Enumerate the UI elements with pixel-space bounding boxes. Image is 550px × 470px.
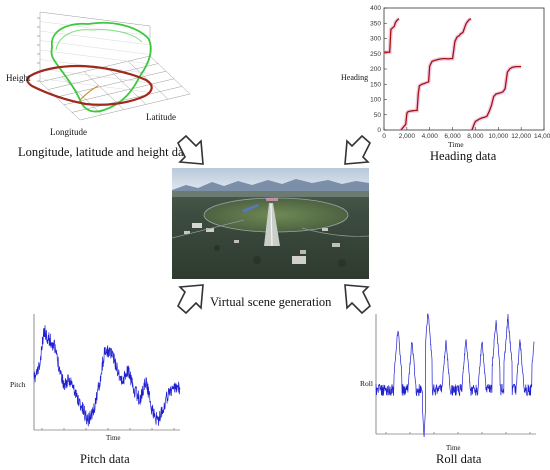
traj-box-edge [79, 93, 191, 121]
pitch-data-caption: Pitch data [80, 452, 130, 466]
roll-xlabel: Time [446, 444, 461, 452]
heading-band [399, 17, 472, 132]
trajectory-upper-loop-inner [55, 29, 143, 51]
heading-ylabel: Heading [341, 73, 369, 82]
heading-ytick-label: 400 [370, 5, 381, 12]
position-data-caption: Longitude, latitude and height data [18, 145, 193, 159]
pitch-series-line [33, 325, 181, 427]
pitch-chart-svg [33, 314, 181, 431]
roll-series-line [375, 313, 535, 438]
pitch-ylabel: Pitch [10, 380, 26, 389]
heading-ytick-label: 100 [370, 97, 381, 104]
traj-grid-line [55, 70, 167, 98]
traj-grid-line [61, 76, 103, 115]
traj-wall-grid [39, 21, 151, 36]
trajectory-3d-svg [26, 11, 191, 121]
traj-wall-grid [39, 30, 151, 46]
heading-series-line [471, 65, 522, 131]
heading-chart-svg: 0 50 100 150 200 250 300 350 400 0 2,000 4,000 6,000… [370, 5, 550, 140]
heading-band [384, 17, 401, 55]
traj-box-edge [149, 55, 191, 95]
virtual-scene-image [172, 168, 369, 279]
heading-series-line [384, 18, 400, 53]
heading-ytick-label: 50 [374, 112, 382, 119]
heading-data-caption: Heading data [430, 149, 497, 163]
traj-grid-line [71, 86, 183, 113]
heading-ytick-label: 200 [370, 66, 381, 73]
heading-ytick-label: 250 [370, 51, 381, 58]
pitch-xlabel: Time [106, 434, 121, 442]
roll-ylabel: Roll [360, 379, 373, 388]
axis-latitude-label: Latitude [146, 112, 176, 122]
traj-box-edge [39, 11, 151, 27]
heading-xtick-label: 6,000 [444, 133, 461, 140]
trajectory-ground-loop [26, 64, 153, 106]
heading-xtick-label: 8,000 [467, 133, 484, 140]
heading-series-line [400, 18, 472, 131]
roll-chart-svg [375, 313, 536, 438]
trajectory-3d-plot: Height Latitude Longitude [0, 0, 200, 145]
pitch-chart: Pitch Time [10, 310, 185, 442]
heading-xtick-label: 14,000 [534, 133, 550, 140]
roll-chart: Roll Time [358, 310, 540, 452]
arrow-bottom-right-icon [344, 284, 371, 315]
heading-xtick-label: 2,000 [399, 133, 416, 140]
traj-grid-line [63, 78, 175, 106]
arrow-bottom-left-icon [177, 284, 204, 315]
axis-height-label: Height [6, 73, 31, 83]
heading-ytick-label: 350 [370, 20, 381, 27]
traj-wall-grid [39, 78, 151, 93]
heading-ytick-label: 300 [370, 36, 381, 43]
heading-xlabel: Time [448, 140, 464, 149]
traj-box-edge [39, 55, 151, 83]
roll-data-caption: Roll data [436, 452, 482, 466]
airport-scene-svg [172, 168, 369, 279]
scene-caption: Virtual scene generation [210, 295, 332, 309]
heading-ytick-label: 0 [377, 127, 381, 134]
heading-xtick-label: 4,000 [422, 133, 439, 140]
trajectory-upper-loop [50, 21, 152, 113]
traj-box-edge [39, 81, 81, 121]
traj-grid-line [47, 63, 159, 90]
heading-ytick-label: 150 [370, 81, 381, 88]
heading-xtick-label: 12,000 [511, 133, 531, 140]
traj-wall-grid [39, 49, 151, 65]
heading-xtick-label: 10,000 [488, 133, 508, 140]
heading-band [470, 64, 522, 131]
traj-wall-grid [39, 68, 151, 84]
trajectory-climb-segment [79, 85, 99, 101]
heading-chart: 0 50 100 150 200 250 300 350 400 0 2,000 4,000 6,000… [340, 0, 550, 150]
heading-xtick-label: 0 [382, 133, 386, 140]
axis-longitude-label: Longitude [50, 127, 87, 137]
